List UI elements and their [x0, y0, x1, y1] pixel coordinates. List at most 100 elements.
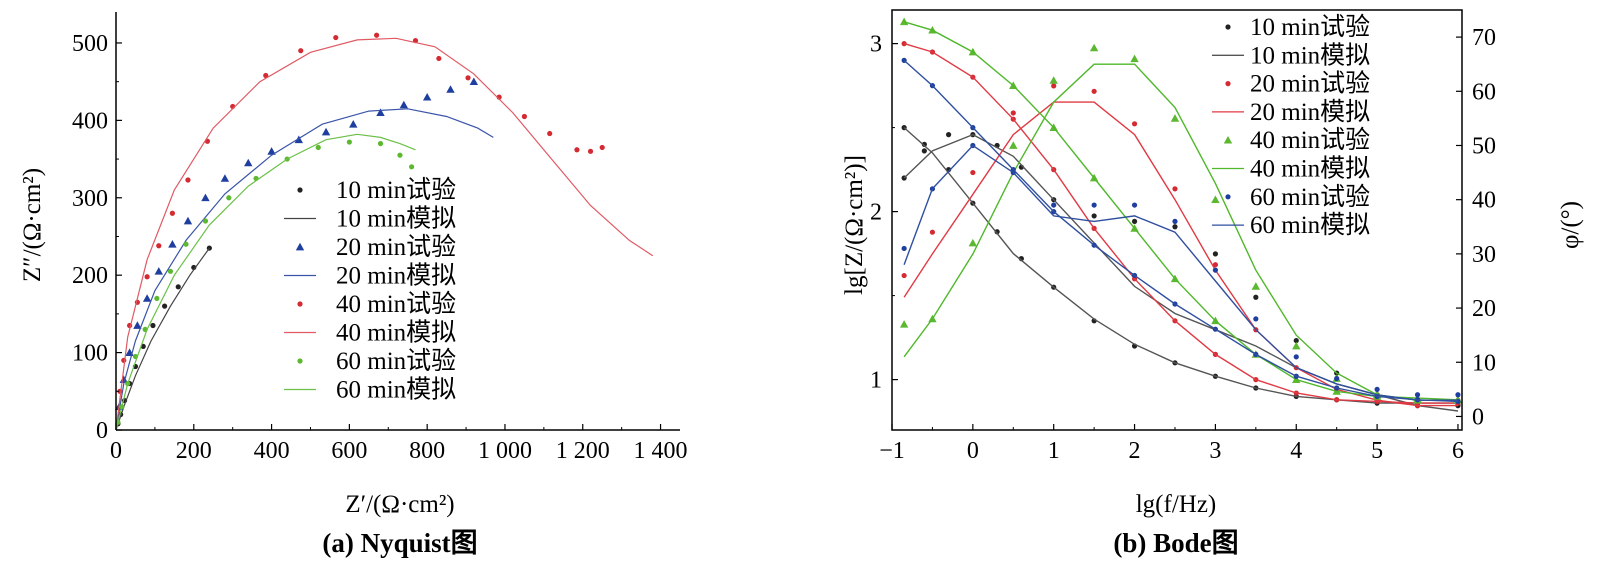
bode-y-right-tick-label: 10 [1472, 350, 1496, 376]
nyquist-x-tick-label: 200 [176, 438, 212, 464]
data-point [298, 48, 304, 54]
bode-frame [891, 9, 1463, 431]
nyquist-y-tick-label: 200 [72, 263, 108, 289]
legend-swatch [295, 242, 305, 251]
data-point [183, 216, 193, 225]
nyquist-x-tick-label: 600 [331, 438, 367, 464]
data-point [1089, 43, 1099, 52]
bode-y-tick-label: 2 [870, 200, 882, 226]
data-point [142, 294, 152, 302]
data-point [1212, 251, 1219, 257]
data-point [521, 113, 528, 120]
legend-entry: 40 min试验 [336, 290, 456, 318]
bode-x-tick-label: −1 [879, 438, 905, 464]
nyquist-y-tick-label: 500 [72, 31, 108, 57]
data-point [175, 284, 181, 290]
data-point [1455, 392, 1461, 398]
series-line [903, 127, 1458, 404]
data-point [399, 100, 409, 109]
nyquist-x-tick-label: 0 [110, 438, 122, 464]
data-point [226, 195, 232, 201]
nyquist-caption: (a) Nyquist图 [322, 528, 477, 558]
data-point [167, 268, 174, 274]
legend-swatch [297, 301, 303, 307]
data-point [377, 140, 384, 147]
data-point [1293, 337, 1299, 344]
data-point [901, 272, 907, 279]
data-point [994, 229, 1000, 235]
data-point [1051, 202, 1057, 208]
data-point [244, 158, 253, 167]
data-point [168, 240, 177, 248]
bode-x-tick-label: 4 [1290, 438, 1302, 464]
data-point [409, 164, 415, 170]
nyquist-y-tick-label: 100 [72, 341, 108, 367]
data-point [1130, 54, 1139, 63]
data-point [201, 193, 210, 202]
data-point [154, 267, 163, 275]
data-point [587, 148, 594, 154]
data-point [133, 321, 142, 329]
series-line [115, 108, 494, 431]
data-point [169, 210, 175, 216]
data-point [1091, 213, 1097, 219]
legend-entry: 40 min模拟 [336, 319, 456, 347]
data-point [574, 147, 580, 153]
data-point [899, 17, 909, 26]
bode-x-tick-label: 1 [1048, 438, 1060, 464]
data-point [945, 132, 952, 138]
nyquist-x-tick-label: 800 [409, 438, 445, 464]
nyquist-x-tick-label: 1 400 [634, 438, 688, 464]
bode-x-tick-label: 0 [967, 438, 979, 464]
series-line [903, 133, 1459, 412]
data-point [202, 218, 209, 224]
data-point [1131, 218, 1138, 224]
data-point [547, 130, 553, 137]
data-point [599, 144, 605, 151]
data-point [422, 92, 432, 101]
data-point [465, 75, 471, 81]
bode-x-tick-label: 3 [1209, 438, 1221, 464]
legend-swatch [1225, 81, 1231, 87]
data-point [1009, 141, 1018, 149]
nyquist-y-tick-label: 300 [72, 186, 108, 212]
legend-entry: 40 min试验 [1250, 126, 1370, 154]
data-point [162, 303, 168, 309]
data-point [1212, 267, 1219, 273]
data-point [294, 135, 304, 144]
data-point [263, 72, 269, 79]
bode-y-right-tick-label: 0 [1472, 404, 1484, 430]
bode-x-axis-label: lg(f/Hz) [1136, 491, 1217, 518]
legend-entry: 60 min试验 [336, 347, 456, 375]
data-point [921, 141, 927, 147]
legend-swatch [1225, 194, 1231, 200]
data-point [374, 32, 380, 38]
data-point [315, 144, 321, 151]
data-point [185, 177, 191, 183]
legend-entry: 40 min模拟 [1250, 155, 1370, 183]
data-point [156, 243, 162, 249]
legend-swatch [1223, 136, 1233, 144]
data-point [1172, 186, 1178, 192]
legend-entry: 60 min试验 [1250, 183, 1370, 211]
data-point [154, 295, 160, 302]
bode-y-axis-label: lg[Z/(Ω·cm²)] [841, 155, 868, 295]
data-point [1131, 202, 1138, 208]
series-line [903, 101, 1458, 407]
data-point [899, 320, 909, 328]
series-line [115, 247, 210, 431]
data-point [349, 120, 358, 128]
legend-entry: 10 min试验 [1250, 13, 1370, 41]
legend-swatch [297, 358, 303, 364]
data-point [968, 238, 978, 247]
legend-swatch [1225, 24, 1231, 30]
data-point [1374, 386, 1380, 392]
bode-x-tick-label: 6 [1452, 438, 1464, 464]
series-line [903, 21, 1459, 401]
data-point [901, 245, 907, 252]
bode-x-tick-label: 2 [1129, 438, 1141, 464]
bode-y-right-tick-label: 70 [1472, 25, 1496, 51]
nyquist-y-tick-label: 400 [72, 108, 108, 134]
legend-entry: 60 min模拟 [336, 376, 456, 404]
